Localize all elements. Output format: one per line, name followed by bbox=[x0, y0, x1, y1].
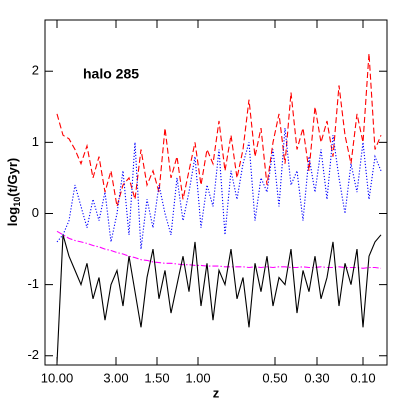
x-tick-label: 0.30 bbox=[304, 370, 329, 385]
series-line bbox=[56, 128, 382, 250]
annotation: halo 285 bbox=[83, 66, 139, 82]
x-tick-label: 10.00 bbox=[41, 370, 74, 385]
x-tick-label: 3.00 bbox=[103, 370, 128, 385]
y-axis-label: log10(t/Gyr) bbox=[5, 158, 22, 227]
series-line bbox=[56, 230, 382, 269]
y-tick-label: 2 bbox=[32, 63, 39, 78]
y-tick-label: -1 bbox=[27, 276, 39, 291]
x-axis-label: z bbox=[213, 385, 220, 400]
x-tick-label: 0.10 bbox=[350, 370, 375, 385]
y-label-rest: (t/Gyr) bbox=[5, 158, 20, 197]
series-line bbox=[56, 234, 382, 363]
x-tick-label: 1.00 bbox=[185, 370, 210, 385]
y-tick-label: -2 bbox=[27, 347, 39, 362]
x-tick-label: 0.50 bbox=[262, 370, 287, 385]
x-tick-label: 1.50 bbox=[144, 370, 169, 385]
y-tick-label: 0 bbox=[32, 205, 39, 220]
plot-frame bbox=[44, 19, 388, 366]
y-label-sub: 10 bbox=[12, 197, 22, 207]
y-label-base: log bbox=[5, 207, 20, 227]
y-tick-label: 1 bbox=[32, 134, 39, 149]
series-line bbox=[56, 53, 382, 207]
